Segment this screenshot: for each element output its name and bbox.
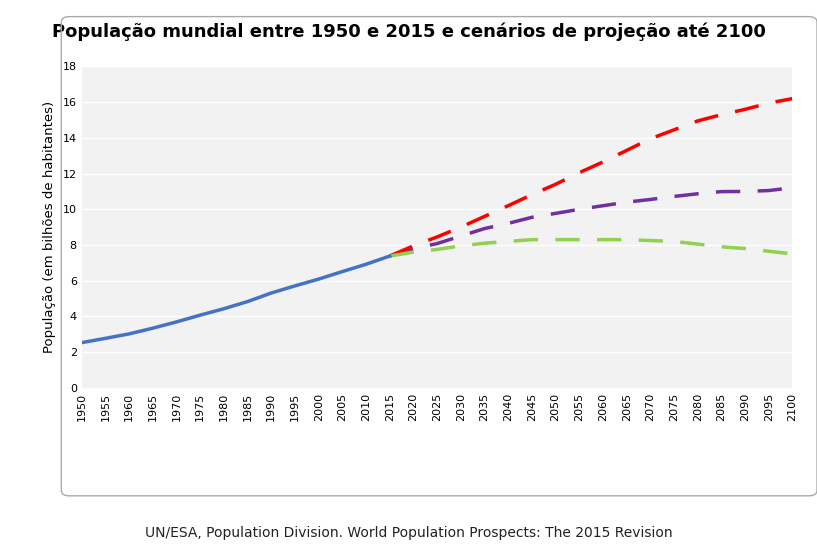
- Text: UN/ESA, Population Division. World Population Prospects: The 2015 Revision: UN/ESA, Population Division. World Popul…: [145, 526, 672, 540]
- Text: População mundial entre 1950 e 2015 e cenários de projeção até 2100: População mundial entre 1950 e 2015 e ce…: [51, 22, 766, 40]
- Y-axis label: População (em bilhões de habitantes): População (em bilhões de habitantes): [42, 101, 56, 353]
